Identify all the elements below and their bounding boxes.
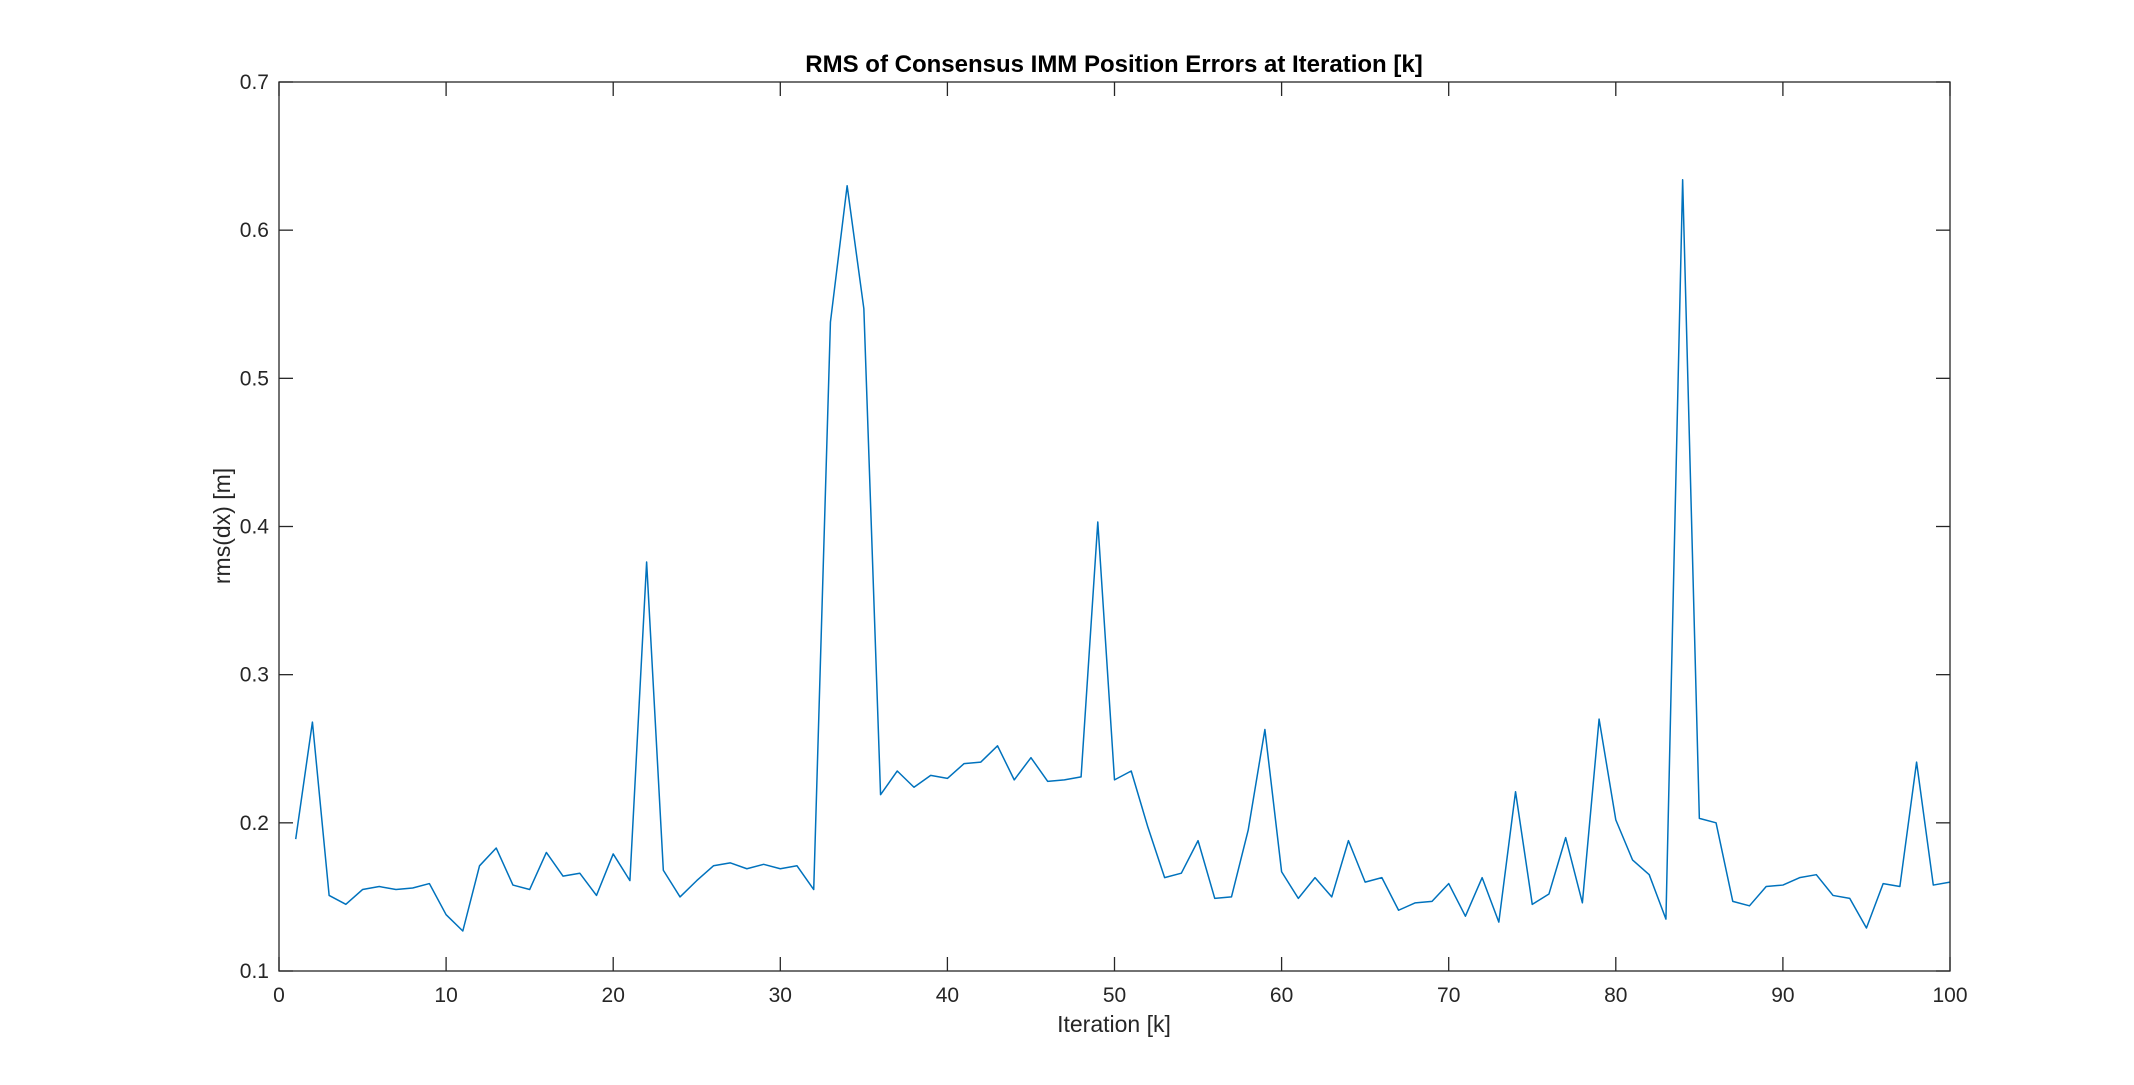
x-tick-label: 70 [1437,984,1460,1007]
chart-title: RMS of Consensus IMM Position Errors at … [805,51,1422,78]
x-tick-label: 100 [1932,984,1967,1007]
y-axis-label: rms(dx) [m] [209,468,235,584]
x-tick-label: 30 [769,984,792,1007]
x-tick-labels: 0 10 20 30 40 50 60 70 80 90 100 [273,984,1967,1007]
x-tick-label: 10 [434,984,457,1007]
x-tick-label: 40 [936,984,959,1007]
y-tick-label: 0.6 [240,219,269,242]
y-tick-label: 0.4 [240,516,270,539]
y-tick-label: 0.2 [240,812,269,835]
y-tick-label: 0.1 [240,960,269,983]
y-tick-labels: 0.1 0.2 0.3 0.4 0.5 0.6 0.7 [240,71,270,983]
x-tick-label: 60 [1270,984,1293,1007]
x-tick-label: 50 [1103,984,1126,1007]
axes-background [279,82,1950,971]
x-tick-label: 90 [1771,984,1794,1007]
x-axis-label: Iteration [k] [1057,1011,1171,1037]
y-tick-label: 0.3 [240,664,269,687]
y-tick-label: 0.5 [240,367,269,390]
x-tick-label: 0 [273,984,285,1007]
x-tick-label: 20 [602,984,625,1007]
y-tick-label: 0.7 [240,71,269,94]
x-tick-label: 80 [1604,984,1627,1007]
